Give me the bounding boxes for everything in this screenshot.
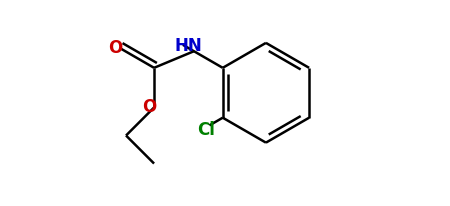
Text: Cl: Cl <box>197 121 215 139</box>
Text: HN: HN <box>175 37 202 55</box>
Text: O: O <box>108 39 122 57</box>
Text: O: O <box>142 98 157 116</box>
